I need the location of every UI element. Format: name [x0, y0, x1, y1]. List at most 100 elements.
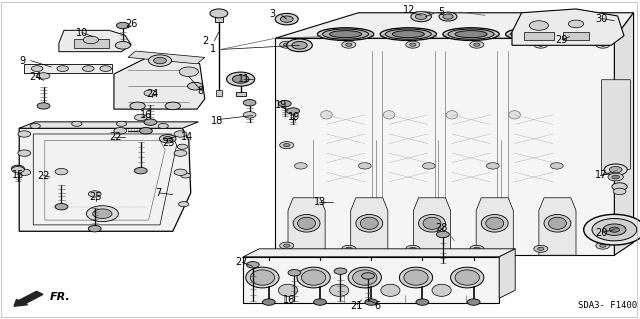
- Circle shape: [342, 245, 356, 252]
- Text: 7: 7: [156, 188, 162, 198]
- Circle shape: [12, 167, 24, 173]
- Circle shape: [144, 119, 157, 125]
- Text: 17: 17: [595, 170, 607, 181]
- Polygon shape: [243, 249, 515, 257]
- Circle shape: [30, 123, 40, 129]
- Ellipse shape: [509, 111, 520, 119]
- Text: 6: 6: [374, 301, 381, 311]
- Circle shape: [284, 244, 290, 247]
- Text: 8: 8: [197, 86, 204, 96]
- Ellipse shape: [321, 111, 332, 119]
- Text: 20: 20: [595, 228, 607, 238]
- Circle shape: [443, 14, 453, 19]
- Circle shape: [37, 103, 50, 109]
- Circle shape: [439, 12, 457, 21]
- Bar: [236, 92, 246, 96]
- Circle shape: [278, 100, 291, 107]
- Ellipse shape: [383, 111, 395, 119]
- Text: 25: 25: [90, 192, 102, 202]
- Ellipse shape: [451, 267, 484, 288]
- Circle shape: [294, 163, 307, 169]
- Circle shape: [436, 231, 449, 238]
- Ellipse shape: [353, 270, 377, 285]
- Ellipse shape: [317, 28, 374, 41]
- Text: 30: 30: [595, 13, 607, 24]
- Circle shape: [179, 67, 198, 77]
- Ellipse shape: [31, 66, 43, 71]
- Circle shape: [280, 41, 294, 48]
- Circle shape: [116, 22, 129, 29]
- Text: 27: 27: [236, 257, 248, 267]
- Text: 19: 19: [288, 112, 300, 122]
- Ellipse shape: [548, 217, 566, 229]
- Circle shape: [334, 268, 347, 274]
- Text: 2: 2: [202, 36, 209, 46]
- Ellipse shape: [419, 215, 445, 232]
- Text: 23: 23: [162, 138, 174, 148]
- Circle shape: [174, 131, 187, 137]
- Circle shape: [607, 142, 621, 149]
- Text: 10: 10: [76, 27, 88, 38]
- Polygon shape: [614, 13, 634, 255]
- Text: FR.: FR.: [50, 292, 70, 302]
- Polygon shape: [24, 64, 112, 73]
- Bar: [563, 32, 589, 40]
- Circle shape: [474, 247, 480, 250]
- Text: 28: 28: [435, 223, 447, 233]
- Circle shape: [280, 142, 294, 149]
- Circle shape: [474, 43, 480, 46]
- Ellipse shape: [432, 284, 451, 296]
- Circle shape: [246, 262, 259, 268]
- Text: 9: 9: [19, 56, 26, 66]
- Text: 15: 15: [12, 170, 24, 180]
- Polygon shape: [243, 257, 499, 303]
- Ellipse shape: [486, 217, 504, 229]
- Bar: [216, 90, 222, 96]
- Circle shape: [18, 150, 31, 156]
- Circle shape: [600, 244, 606, 247]
- Circle shape: [55, 204, 68, 210]
- Circle shape: [365, 299, 378, 305]
- Circle shape: [596, 242, 610, 249]
- Circle shape: [410, 247, 416, 250]
- Circle shape: [406, 41, 420, 48]
- Circle shape: [538, 247, 544, 250]
- Ellipse shape: [423, 217, 441, 229]
- Ellipse shape: [506, 28, 562, 41]
- Ellipse shape: [246, 267, 279, 288]
- Circle shape: [93, 209, 112, 219]
- Ellipse shape: [348, 267, 381, 288]
- Text: 22: 22: [37, 171, 50, 181]
- Circle shape: [411, 11, 431, 22]
- Circle shape: [130, 102, 145, 110]
- Circle shape: [140, 128, 152, 134]
- Ellipse shape: [297, 267, 330, 288]
- Bar: [524, 32, 554, 40]
- Circle shape: [158, 123, 168, 129]
- Circle shape: [232, 75, 249, 83]
- Text: 21: 21: [351, 300, 363, 311]
- Circle shape: [280, 16, 293, 22]
- Text: 5: 5: [438, 7, 445, 17]
- Circle shape: [550, 163, 563, 169]
- Polygon shape: [351, 198, 388, 255]
- Circle shape: [134, 167, 147, 174]
- Circle shape: [534, 41, 548, 48]
- Ellipse shape: [380, 28, 436, 41]
- Text: 12: 12: [403, 5, 415, 15]
- Ellipse shape: [455, 31, 487, 38]
- Ellipse shape: [511, 29, 557, 39]
- Circle shape: [116, 121, 127, 126]
- Circle shape: [342, 41, 356, 48]
- Text: 11: 11: [238, 74, 250, 84]
- Circle shape: [470, 245, 484, 252]
- Circle shape: [415, 14, 427, 19]
- Circle shape: [243, 100, 256, 106]
- Circle shape: [613, 188, 626, 195]
- Ellipse shape: [301, 270, 326, 285]
- Circle shape: [410, 43, 416, 46]
- Ellipse shape: [481, 215, 508, 232]
- Polygon shape: [539, 198, 576, 255]
- Circle shape: [346, 247, 352, 250]
- Ellipse shape: [293, 215, 320, 232]
